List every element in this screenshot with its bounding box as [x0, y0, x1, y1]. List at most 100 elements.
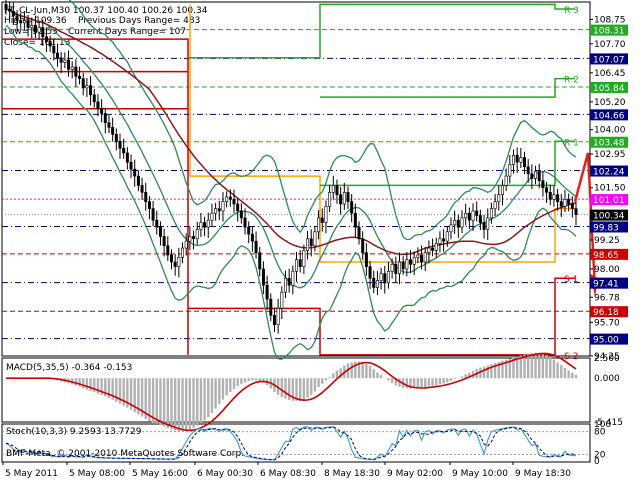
y-tick-label: 96.78 [594, 293, 620, 303]
candle-body [239, 210, 243, 219]
stoch-tick-label: 100 [594, 420, 611, 430]
level-label: 96.18 [593, 308, 619, 318]
level-tag [590, 221, 628, 233]
y-tick-label: 101.50 [594, 184, 626, 194]
candle-body [184, 240, 188, 249]
level-label: 97.41 [593, 280, 619, 290]
level-tag [590, 306, 628, 318]
level-tag [590, 209, 628, 221]
candle-body [225, 196, 229, 202]
candle-body [258, 252, 262, 270]
level-label: 103.48 [593, 139, 625, 149]
pivot-step [188, 3, 575, 59]
candle-body [460, 217, 464, 228]
candle-body [155, 219, 159, 228]
copyright-text: BMF-Meta, © 2001-2010 MetaQuotes Softwar… [6, 449, 244, 459]
candle-body [92, 94, 96, 103]
stoch-frame [1, 423, 591, 463]
candle-body [320, 217, 324, 223]
stoch-tick-label: 20 [594, 450, 606, 460]
level-label: 100.34 [593, 212, 625, 222]
candle-body [287, 277, 291, 286]
bollinger-middle [5, 8, 577, 289]
candle-body [353, 212, 357, 228]
candle-body [169, 254, 173, 263]
candle-body [309, 238, 313, 247]
candle-body [434, 243, 438, 251]
y-tick-label: 108.75 [594, 15, 626, 25]
candle-body [276, 308, 280, 325]
macd-panel: 2.500 0.000 -5.415 [6, 352, 623, 432]
candle-body [416, 254, 420, 258]
candles [4, 0, 578, 334]
prev-range-info: Previous Days Range= 483 [78, 16, 201, 26]
candle-body [254, 240, 258, 254]
candle-body [526, 166, 530, 175]
candle-body [33, 24, 37, 33]
candle-body [386, 270, 390, 284]
y-tick-label: 99.25 [594, 236, 620, 246]
candle-body [519, 157, 523, 163]
candle-body [26, 20, 30, 28]
macd-tick-label: 2.500 [594, 354, 620, 364]
candle-body [283, 277, 287, 293]
candle-body [217, 208, 221, 212]
macd-tick-label: -5.415 [594, 418, 623, 428]
candle-body [30, 24, 34, 28]
x-tick-label: 5 May 08:00 [69, 469, 125, 479]
candle-body [478, 215, 482, 223]
candle-body [195, 229, 199, 240]
candle-body [548, 192, 552, 200]
candle-body [339, 194, 343, 205]
candle-body [475, 210, 479, 216]
stoch-main [5, 426, 577, 461]
candle-body [504, 175, 508, 186]
candle-body [114, 134, 118, 142]
level-tag [590, 53, 628, 65]
close-info: Close= 101.13 [4, 38, 71, 48]
level-label: 95.00 [593, 336, 619, 346]
bollinger-lower [5, 24, 577, 360]
prev-day-line [190, 175, 575, 263]
macd-tick-label: 0.000 [594, 374, 620, 384]
candle-body [272, 315, 276, 325]
candle-body [236, 203, 240, 212]
x-tick-label: 6 May 08:30 [260, 469, 316, 479]
candle-body [453, 219, 457, 226]
candle-body [52, 45, 56, 54]
candle-body [291, 270, 295, 286]
candle-body [173, 261, 177, 267]
candle-body [493, 201, 497, 209]
macd-signal [6, 352, 577, 432]
candle-body [515, 154, 519, 163]
candle-body [361, 238, 365, 254]
candle-body [166, 245, 170, 256]
candle-body [397, 261, 401, 274]
candle-body [70, 66, 74, 70]
pivot-label: R 2 [564, 76, 579, 86]
candle-body [530, 173, 534, 179]
candle-body [500, 185, 504, 195]
y-tick-label: 106.45 [594, 69, 626, 79]
candle-body [482, 222, 486, 230]
level-tag [590, 248, 628, 260]
stoch-tick-label: 80 [594, 428, 606, 438]
symbol-info: FT_CL-Jun,M30 100.37 100.40 100.26 100.3… [4, 6, 208, 16]
candle-body [48, 41, 52, 47]
candle-body [63, 59, 67, 63]
candle-body [136, 175, 140, 186]
candle-body [394, 264, 398, 274]
candle-body [405, 259, 409, 270]
pivot-label: R 3 [564, 6, 579, 16]
pivot-step [320, 140, 575, 187]
x-tick-label: 6 May 00:30 [197, 469, 253, 479]
pivot-levels: R 3 R 2 R 1 S 1 S 2 [2, 3, 579, 362]
candle-body [37, 27, 41, 33]
candle-body [342, 192, 346, 205]
pivot-label: S 2 [564, 352, 578, 362]
panel-labels: MACD(5,35,5) -0.364 -0.153 Stoch(10,3,3) … [6, 363, 244, 459]
x-tick-label: 5 May 16:00 [132, 469, 188, 479]
candle-body [563, 199, 567, 207]
candle-body [438, 238, 442, 244]
